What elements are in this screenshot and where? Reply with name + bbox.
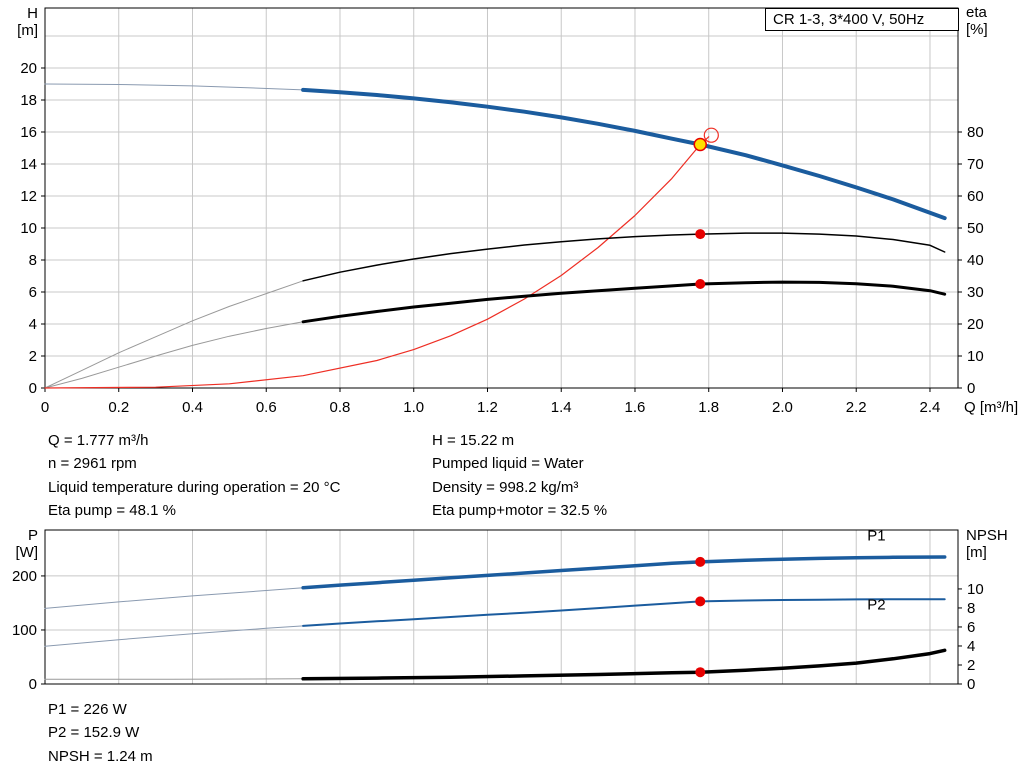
power-axis-symbol: P xyxy=(27,527,38,544)
x-tick-label: 1.0 xyxy=(403,399,424,416)
eta-pump-motor-curve xyxy=(301,280,947,324)
eta-pump-curve xyxy=(302,232,946,282)
y-left-tick-label: 2 xyxy=(29,348,37,365)
y-right-tick-label: 40 xyxy=(967,252,984,269)
head-axis-title: H [m] xyxy=(6,5,38,39)
x-tick-label: 2.0 xyxy=(772,399,793,416)
x-tick-label: 0.2 xyxy=(108,399,129,416)
y-right-tick-label: 80 xyxy=(967,124,984,141)
npsh-axis-unit: [m] xyxy=(966,544,987,561)
head-curve-extension xyxy=(44,83,304,91)
y-right-tick-label: 70 xyxy=(967,156,984,173)
readout-liquid: Pumped liquid = Water xyxy=(432,455,584,473)
x-tick-label: 1.6 xyxy=(625,399,646,416)
p2-curve xyxy=(302,598,946,627)
y-right-tick-label: 6 xyxy=(967,619,975,636)
readout-p1: P1 = 226 W xyxy=(48,701,127,718)
plot-frame xyxy=(44,7,959,389)
y-left-tick-label: 6 xyxy=(29,284,37,301)
readout-head: H = 15.22 m xyxy=(432,432,515,449)
x-tick-label: 0.8 xyxy=(330,399,351,416)
y-right-tick-label: 0 xyxy=(967,676,975,693)
x-tick-label: 2.4 xyxy=(920,399,941,416)
npsh-axis-title: NPSH [m] xyxy=(966,527,1008,561)
readout-flow: Q = 1.777 m³/h xyxy=(48,432,149,449)
duty-readout-right: H = 15.22 m Pumped liquid = Water Densit… xyxy=(432,429,607,523)
readout-p2: P2 = 152.9 W xyxy=(48,724,140,742)
npsh-curve xyxy=(301,648,947,681)
system-curve xyxy=(44,136,710,389)
p2-curve-extension xyxy=(44,625,304,647)
eta-axis-title: eta [%] xyxy=(966,4,988,38)
eta-pump-motor-extension xyxy=(44,321,304,389)
p2-label: P2 xyxy=(867,596,885,613)
y-left-tick-label: 16 xyxy=(20,124,37,141)
y-left-tick-label: 0 xyxy=(29,676,37,693)
x-tick-label: 0.4 xyxy=(182,399,203,416)
eta-axis-unit: [%] xyxy=(966,21,988,38)
y-right-tick-label: 8 xyxy=(967,600,975,617)
readout-speed: n = 2961 rpm xyxy=(48,455,137,473)
p1-point xyxy=(695,556,706,567)
head-axis-unit: [m] xyxy=(17,22,38,39)
x-tick-label: 1.4 xyxy=(551,399,572,416)
y-right-tick-label: 20 xyxy=(967,316,984,333)
eta-pump-extension xyxy=(44,280,304,389)
readout-temperature: Liquid temperature during operation = 20… xyxy=(48,478,341,496)
readout-eta-pump: Eta pump = 48.1 % xyxy=(48,502,176,520)
y-left-tick-label: 18 xyxy=(20,92,37,109)
p1-curve-extension xyxy=(44,587,304,609)
flow-axis-title: Q [m³/h] xyxy=(964,399,1019,416)
y-left-tick-label: 8 xyxy=(29,252,37,269)
pn-chart: 0 100 200 0 2 4 6 8 10 P1 P2 xyxy=(12,527,984,693)
readout-eta-total: Eta pump+motor = 32.5 % xyxy=(432,502,608,520)
eta-pump-point xyxy=(695,229,706,240)
eta-axis-symbol: eta xyxy=(966,4,987,21)
y-left-tick-label: 20 xyxy=(20,60,37,77)
y-left-tick-label: 10 xyxy=(20,220,37,237)
hq-chart: 0 0.2 0.4 0.6 0.8 1.0 1.2 1.4 1.6 1.8 2.0 2.2 2.4 0 2 4… xyxy=(20,7,984,416)
p1-label: P1 xyxy=(867,527,885,544)
eta-pump-motor-point xyxy=(695,279,706,289)
y-right-tick-label: 0 xyxy=(967,380,975,397)
y-right-tick-label: 50 xyxy=(967,220,984,237)
x-tick-label: 1.8 xyxy=(698,399,719,416)
head-axis-symbol: H xyxy=(27,5,38,22)
x-tick-label: 0.6 xyxy=(256,399,277,416)
p1-curve xyxy=(301,555,947,590)
power-axis-title: P [W] xyxy=(6,527,39,561)
plot-frame xyxy=(44,529,959,685)
duty-readout-left: Q = 1.777 m³/h n = 2961 rpm Liquid tempe… xyxy=(48,429,340,523)
y-left-tick-label: 4 xyxy=(29,316,37,333)
x-tick-label: 2.2 xyxy=(846,399,867,416)
y-right-tick-label: 10 xyxy=(967,348,984,365)
y-left-tick-label: 14 xyxy=(20,156,37,173)
y-left-tick-label: 12 xyxy=(20,188,37,205)
y-left-tick-label: 200 xyxy=(12,568,37,585)
y-right-tick-label: 30 xyxy=(967,284,984,301)
p2-point xyxy=(695,596,706,607)
power-axis-unit: [W] xyxy=(15,544,39,561)
readout-npsh: NPSH = 1.24 m xyxy=(48,747,153,765)
y-right-tick-label: 4 xyxy=(967,638,975,655)
pump-model-box: CR 1-3, 3*400 V, 50Hz xyxy=(765,8,959,31)
npsh-point xyxy=(695,667,706,678)
y-left-tick-label: 0 xyxy=(29,380,37,397)
y-right-tick-label: 60 xyxy=(967,188,984,205)
y-left-tick-label: 100 xyxy=(12,622,37,639)
duty-point[interactable] xyxy=(693,137,708,152)
power-readout: P1 = 226 W P2 = 152.9 W NPSH = 1.24 m xyxy=(48,698,153,768)
head-curve xyxy=(301,87,947,221)
readout-density: Density = 998.2 kg/m³ xyxy=(432,478,579,496)
x-tick-label: 0 xyxy=(41,399,49,416)
y-right-tick-label: 10 xyxy=(967,581,984,598)
y-right-tick-label: 2 xyxy=(967,657,975,674)
duty-point-ring xyxy=(703,127,719,143)
x-tick-label: 1.2 xyxy=(477,399,498,416)
npsh-axis-symbol: NPSH xyxy=(966,527,1008,544)
